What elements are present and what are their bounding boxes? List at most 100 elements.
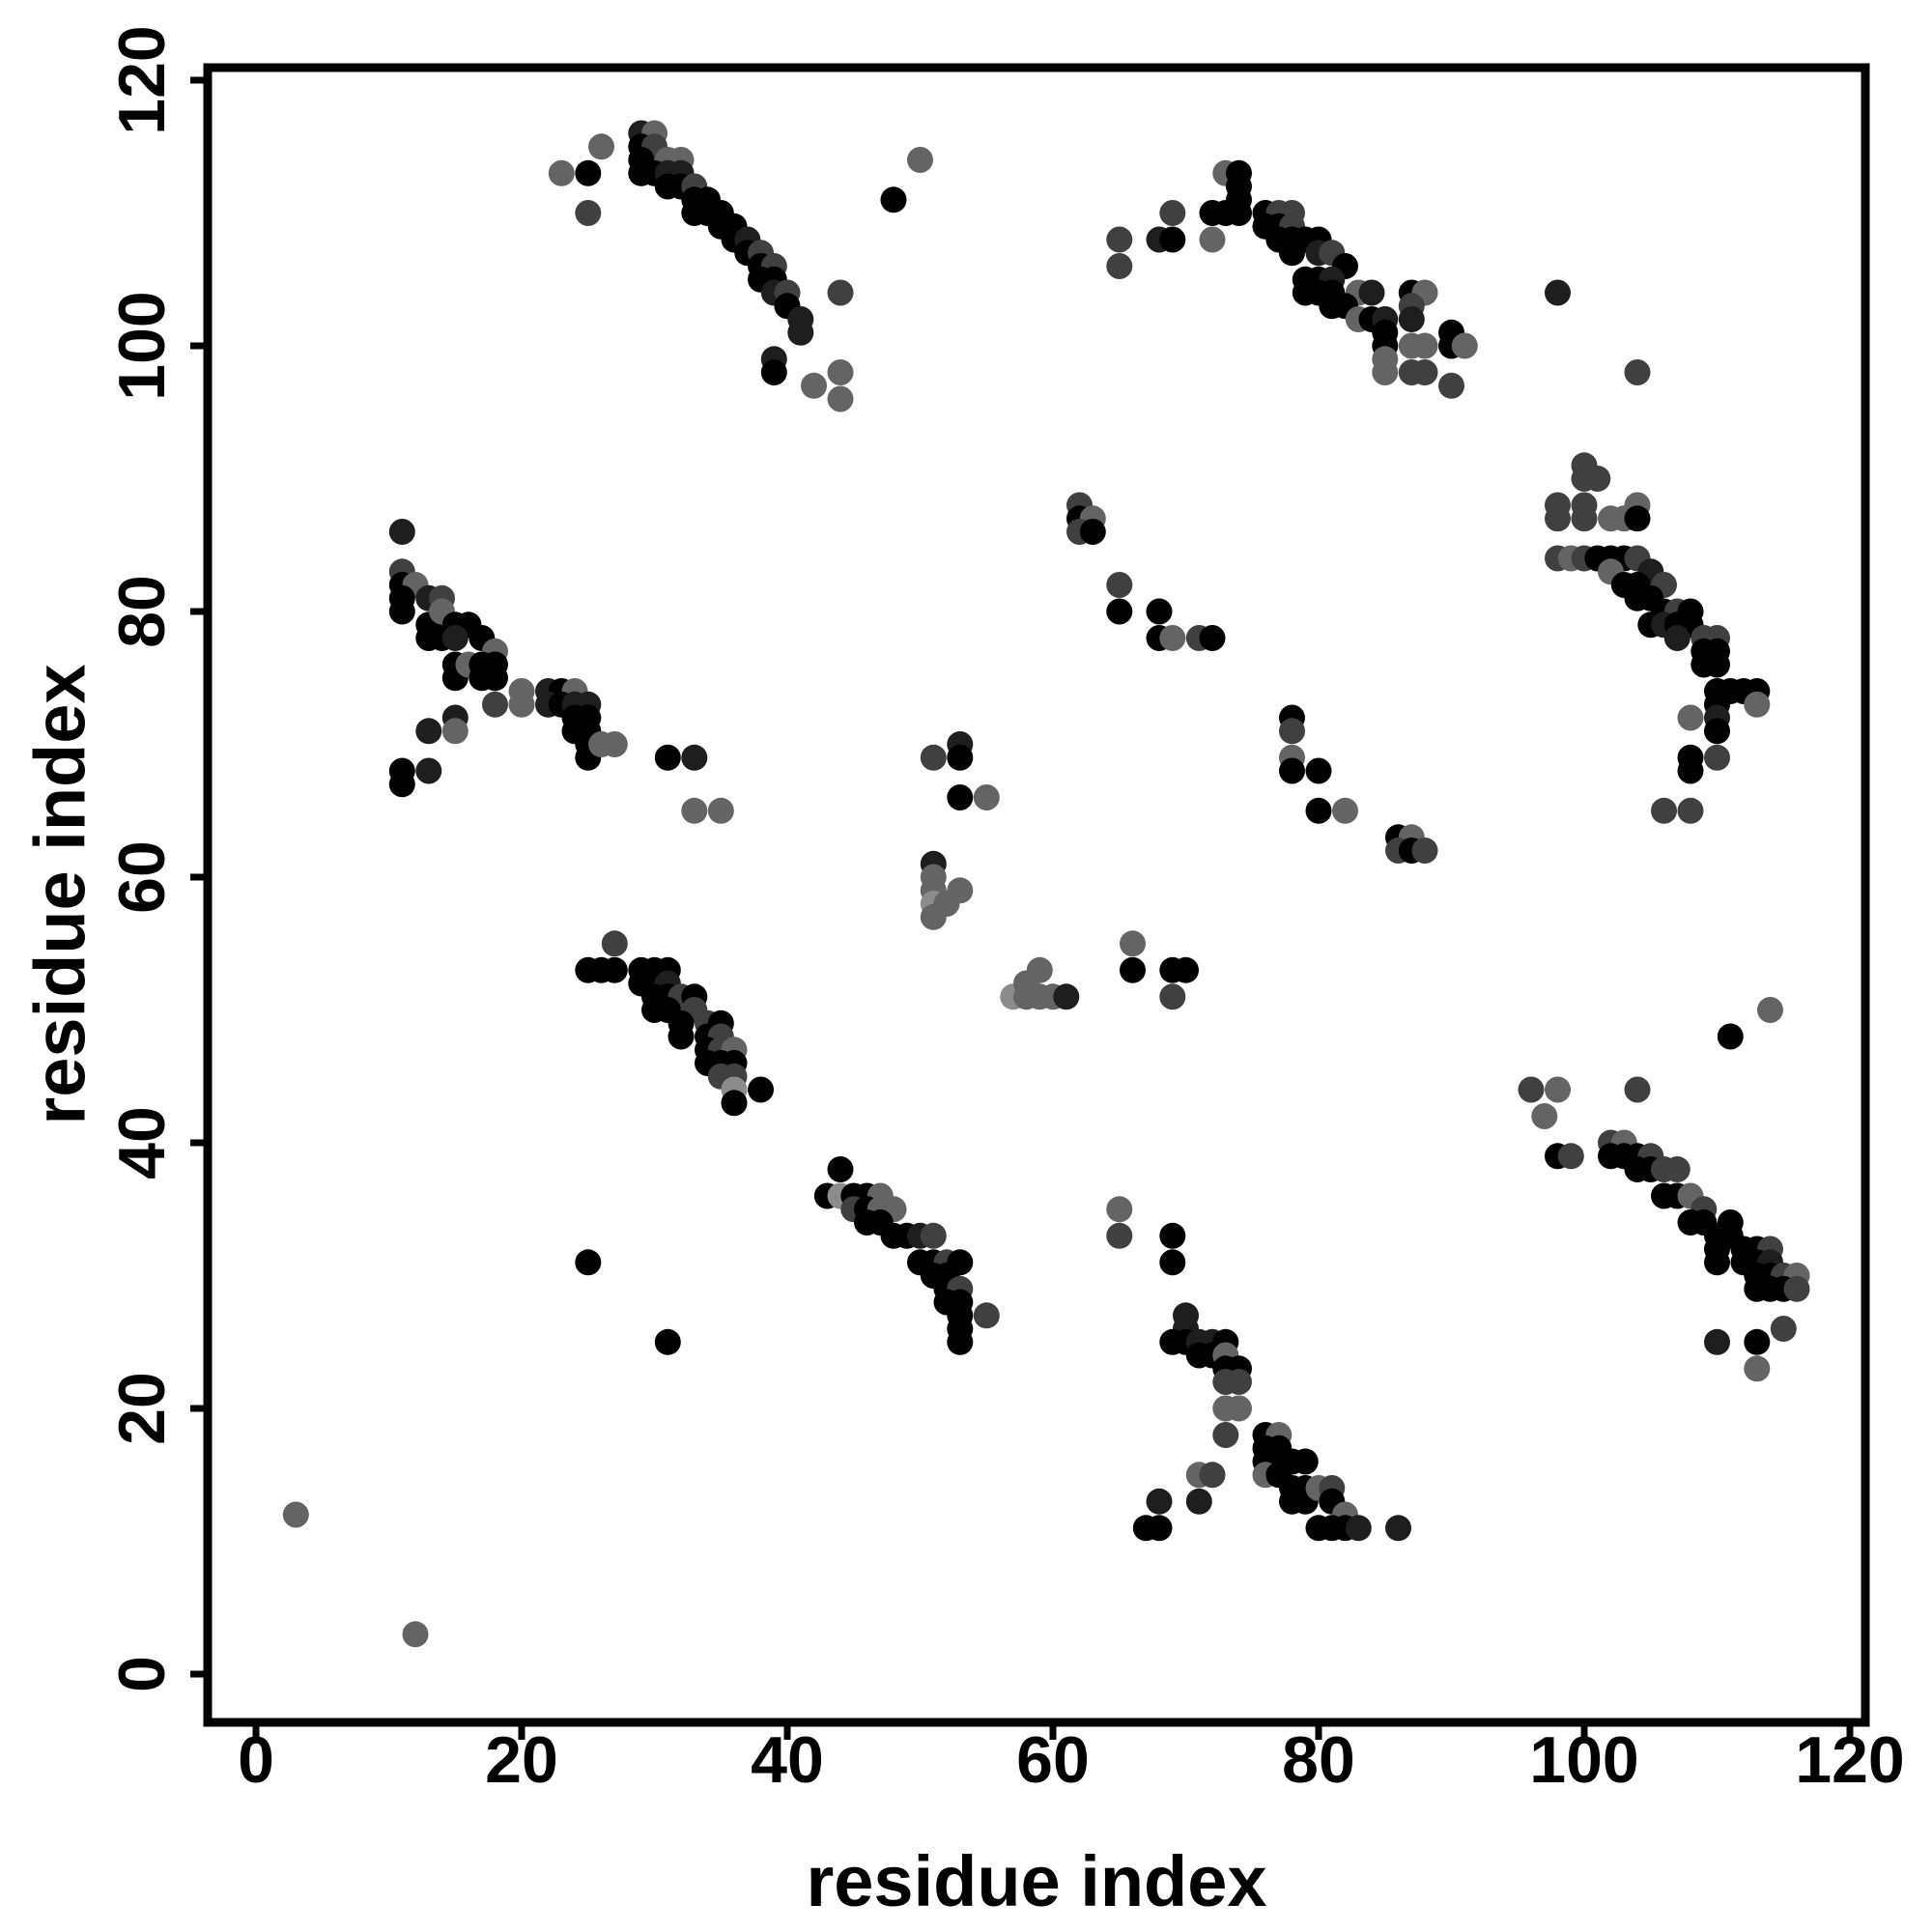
data-point: [681, 744, 708, 771]
data-point: [1120, 956, 1146, 983]
data-point: [920, 1222, 947, 1249]
data-point: [1372, 359, 1399, 385]
plot-box: [203, 63, 1870, 1727]
data-point: [388, 598, 415, 625]
x-tick-label: 40: [751, 1723, 824, 1797]
data-point: [654, 1328, 681, 1355]
data-point: [1531, 1103, 1558, 1129]
data-point: [441, 718, 469, 745]
data-point: [1106, 1196, 1133, 1223]
data-point: [1305, 757, 1332, 784]
data-point: [415, 757, 442, 784]
data-point: [548, 159, 575, 186]
data-point: [1146, 598, 1173, 625]
data-point: [787, 319, 814, 346]
data-point: [1199, 625, 1226, 651]
data-point: [1358, 279, 1385, 306]
data-point: [1279, 240, 1305, 267]
data-point: [827, 1156, 854, 1182]
data-point: [827, 359, 854, 385]
data-point: [748, 1076, 774, 1103]
data-point: [1704, 718, 1730, 745]
data-point: [668, 1023, 695, 1050]
data-point: [441, 625, 469, 651]
data-point: [1159, 1249, 1186, 1276]
data-point: [1146, 1488, 1173, 1515]
x-tick-label: 80: [1282, 1723, 1355, 1797]
data-point: [1106, 598, 1133, 625]
x-tick-label: 20: [485, 1723, 558, 1797]
y-tick-label: 40: [105, 1106, 179, 1179]
y-tick-label: 0: [105, 1656, 179, 1692]
data-point: [1757, 997, 1783, 1023]
data-point: [1770, 1316, 1797, 1342]
data-point: [1663, 625, 1690, 651]
data-point: [1704, 651, 1730, 678]
data-point: [1704, 744, 1730, 771]
data-point: [1584, 466, 1611, 492]
y-tick-label: 120: [105, 25, 179, 134]
data-point: [1663, 1156, 1690, 1182]
data-point: [1279, 757, 1305, 784]
data-point: [947, 1328, 974, 1355]
data-point: [1345, 1515, 1372, 1542]
data-point: [1744, 691, 1771, 718]
data-point: [1199, 1462, 1226, 1489]
data-point: [601, 930, 628, 957]
x-axis-ticks: 0 20 40 60 80 100 120: [238, 1722, 1905, 1797]
data-point: [1159, 226, 1186, 253]
data-point: [1106, 572, 1133, 598]
data-point: [1385, 1515, 1411, 1542]
data-point: [920, 744, 947, 771]
data-point: [1717, 1023, 1744, 1050]
data-point: [973, 784, 1000, 810]
y-tick-label: 80: [105, 575, 179, 648]
data-point: [1226, 200, 1252, 226]
data-point: [1677, 797, 1704, 824]
data-point: [1026, 956, 1053, 983]
y-tick-label: 20: [105, 1372, 179, 1445]
data-point: [1411, 838, 1438, 864]
data-point: [1079, 519, 1106, 545]
data-point: [1159, 983, 1186, 1010]
data-point: [1744, 1355, 1771, 1382]
data-point: [482, 665, 508, 692]
data-point: [1677, 757, 1704, 784]
data-point: [1624, 505, 1651, 532]
data-point: [575, 200, 602, 226]
data-point: [1106, 226, 1133, 253]
y-axis-title: residue index: [19, 664, 100, 1125]
data-point: [1677, 704, 1704, 731]
data-point: [1159, 625, 1186, 651]
data-point: [1292, 1448, 1319, 1475]
data-point: [601, 956, 628, 983]
data-point: [1411, 332, 1438, 359]
data-point: [827, 385, 854, 412]
data-point: [1624, 1076, 1651, 1103]
data-point: [1332, 797, 1358, 824]
data-point: [1159, 200, 1186, 226]
data-point: [1173, 956, 1199, 983]
data-point: [575, 159, 602, 186]
data-point: [1518, 1076, 1545, 1103]
data-point: [482, 691, 508, 718]
data-point: [508, 691, 535, 718]
x-tick-label: 60: [1016, 1723, 1090, 1797]
data-point: [1146, 1515, 1173, 1542]
data-point: [947, 744, 974, 771]
x-tick-label: 120: [1795, 1723, 1904, 1797]
x-tick-label: 100: [1529, 1723, 1638, 1797]
data-point: [1185, 1488, 1212, 1515]
data-points: [282, 120, 1810, 1648]
data-point: [907, 147, 933, 173]
data-point: [575, 1249, 602, 1276]
data-point: [1279, 718, 1305, 745]
data-point: [654, 744, 681, 771]
data-point: [1438, 372, 1464, 399]
data-point: [1398, 306, 1425, 332]
data-point: [402, 1621, 429, 1648]
data-point: [707, 797, 734, 824]
data-point: [1545, 1076, 1571, 1103]
